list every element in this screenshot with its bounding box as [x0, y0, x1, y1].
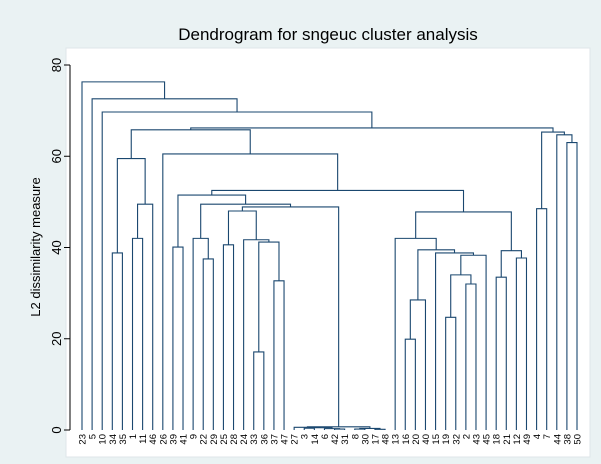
- leaf-label: 37: [269, 434, 280, 445]
- leaf-label: 4: [532, 434, 543, 439]
- merge-link: [409, 299, 427, 430]
- y-tick-label: 0: [49, 426, 64, 433]
- leaf-label: 33: [249, 434, 260, 445]
- leaf-label: 14: [310, 434, 321, 445]
- plot-region: [65, 47, 591, 458]
- leaf-label: 24: [239, 434, 250, 445]
- leaf-label: 25: [219, 434, 230, 445]
- leaf-label: 40: [421, 434, 432, 445]
- y-tick-label: 20: [49, 332, 64, 346]
- leaf-label: 44: [552, 434, 563, 445]
- leaf-label: 22: [199, 434, 210, 445]
- leaf-label: 28: [229, 434, 240, 445]
- merge-link: [241, 206, 340, 427]
- merge-link: [308, 427, 333, 429]
- merge-link: [243, 239, 270, 430]
- merge-link: [536, 208, 548, 430]
- leaf-label: 41: [179, 434, 190, 445]
- leaf-label: 20: [411, 434, 422, 445]
- leaf-label: 48: [381, 434, 392, 445]
- leaf-label: 15: [431, 434, 442, 445]
- leaf-label: 23: [78, 434, 89, 445]
- leaf-label: 9: [189, 434, 200, 439]
- leaf-label: 3: [300, 434, 311, 439]
- leaf-label: 7: [542, 434, 553, 439]
- y-axis-title: L2 dissimilarity measure: [28, 177, 43, 316]
- leaf-label: 30: [360, 434, 371, 445]
- y-tick-label: 60: [49, 149, 64, 163]
- leaf-label: 47: [280, 434, 291, 445]
- leaf-label: 32: [451, 434, 462, 445]
- merge-link: [566, 142, 578, 430]
- leaf-label: 49: [522, 434, 533, 445]
- merge-link: [162, 153, 339, 430]
- leaf-label: 18: [492, 434, 503, 445]
- leaf-label: 29: [209, 434, 220, 445]
- leaf-label: 8: [350, 434, 361, 439]
- merge-link: [172, 246, 184, 430]
- leaf-label: 46: [148, 434, 159, 445]
- leaf-label: 39: [168, 434, 179, 445]
- leaf-label: 16: [401, 434, 412, 445]
- merge-link: [541, 131, 565, 209]
- merge-link: [81, 81, 166, 430]
- merge-link: [130, 129, 251, 159]
- merge-link: [211, 189, 465, 212]
- leaf-label: 31: [340, 434, 351, 445]
- merge-link: [415, 211, 512, 251]
- leaf-label: 38: [562, 434, 573, 445]
- merge-link: [374, 428, 386, 430]
- chart-title: Dendrogram for sngeuc cluster analysis: [178, 25, 478, 44]
- leaf-label: 19: [441, 434, 452, 445]
- leaf-label: 26: [158, 434, 169, 445]
- leaf-label: 10: [98, 434, 109, 445]
- leaf-label: 13: [391, 434, 402, 445]
- y-tick-label: 80: [49, 58, 64, 72]
- merge-link: [500, 250, 522, 278]
- merge-link: [515, 257, 528, 430]
- leaf-label: 12: [512, 434, 523, 445]
- leaf-label: 6: [320, 434, 331, 439]
- leaf-label: 34: [108, 434, 119, 445]
- leaf-label: 21: [502, 434, 513, 445]
- y-tick-label: 40: [49, 240, 64, 254]
- merge-link: [190, 127, 554, 133]
- leaf-label: 1: [128, 434, 139, 439]
- leaf-label: 11: [138, 434, 149, 444]
- merge-link: [101, 111, 373, 430]
- leaf-label: 2: [461, 434, 472, 439]
- leaf-label: 5: [88, 434, 99, 439]
- leaf-label: 45: [482, 434, 493, 445]
- leaf-label: 35: [118, 434, 129, 445]
- leaf-label: 42: [330, 434, 341, 445]
- leaf-label: 43: [471, 434, 482, 445]
- leaf-label: 27: [290, 434, 301, 445]
- leaf-label: 36: [259, 434, 270, 445]
- leaf-label: 50: [573, 434, 584, 445]
- leaf-label: 17: [370, 434, 381, 445]
